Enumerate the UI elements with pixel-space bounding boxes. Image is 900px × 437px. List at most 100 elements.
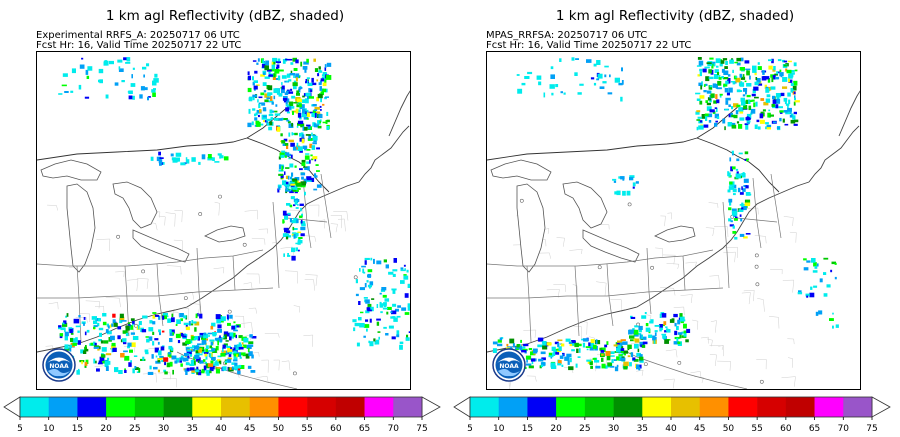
echo-cell (302, 108, 306, 114)
echo-cell (316, 79, 319, 82)
colorbar-swatch (335, 397, 365, 417)
echo-cell (262, 107, 267, 112)
echo-cell (274, 117, 279, 121)
echo-cell (174, 157, 180, 162)
echo-cell (369, 286, 371, 289)
echo-cell (183, 333, 186, 336)
echo-cell (209, 353, 212, 359)
echo-cell (564, 356, 570, 361)
city-marker (141, 269, 146, 274)
echo-cell (696, 119, 701, 121)
echo-cell (268, 100, 274, 103)
echo-cell (207, 157, 213, 161)
echo-cell (295, 59, 299, 64)
echo-cell (284, 171, 286, 175)
echo-cell (217, 338, 223, 342)
echo-cell (293, 68, 298, 71)
echo-cell (219, 335, 221, 339)
echo-cell (294, 165, 297, 168)
echo-cell (291, 255, 296, 261)
echo-cell (741, 186, 743, 190)
echo-cell (696, 65, 702, 67)
echo-cell (595, 340, 601, 345)
echo-cell (378, 336, 380, 340)
echo-cell (405, 337, 410, 341)
echo-cell (714, 122, 718, 127)
echo-cell (648, 334, 653, 338)
echo-cell (232, 348, 238, 352)
echo-cell (739, 233, 745, 237)
echo-cell (287, 187, 290, 189)
echo-cell (150, 156, 154, 161)
echo-cell (169, 329, 172, 333)
echo-cell (714, 113, 719, 119)
echo-cell (207, 332, 213, 335)
echo-cell (759, 113, 764, 119)
echo-cell (107, 325, 110, 329)
echo-cell (300, 185, 306, 188)
panel-mpas-rrfsa: 1 km agl Reflectivity (dBZ, shaded) MPAS… (450, 0, 900, 437)
echo-cell (252, 94, 257, 98)
colorbar-swatch (498, 397, 528, 417)
echo-cell (732, 188, 737, 193)
echo-cell (299, 215, 303, 219)
echo-cell (258, 96, 263, 99)
echo-cell (273, 88, 279, 94)
county-line (783, 216, 794, 227)
colorbar-tick-label: 60 (780, 424, 792, 434)
echo-cell (818, 310, 823, 315)
echo-cell (363, 324, 370, 328)
echo-cell (305, 134, 311, 136)
echo-cell (287, 212, 291, 215)
echo-cell (575, 58, 579, 60)
lake-outline (112, 181, 158, 229)
echo-cell (709, 99, 712, 103)
echo-cell (392, 273, 396, 277)
echo-cell (161, 330, 165, 333)
echo-cell (793, 91, 796, 95)
echo-cell (284, 92, 289, 96)
echo-cell (125, 325, 130, 331)
echo-cell (540, 364, 544, 368)
echo-cell (612, 178, 617, 181)
echo-cell (384, 303, 387, 308)
echo-cell (299, 168, 303, 171)
echo-cell (740, 57, 744, 62)
echo-cell (61, 84, 67, 87)
echo-cell (207, 154, 212, 159)
echo-cell (497, 343, 503, 347)
echo-cell (287, 175, 290, 180)
state-border (626, 351, 748, 389)
echo-cell (742, 188, 746, 192)
country-border (246, 137, 330, 193)
echo-cell (314, 173, 317, 178)
echo-cell (98, 318, 101, 322)
echo-cell (525, 355, 532, 360)
echo-cell (520, 339, 522, 343)
county-line (105, 296, 121, 308)
echo-cell (81, 321, 86, 324)
echo-cell (698, 82, 702, 86)
echo-cell (629, 335, 635, 339)
echo-cell (245, 353, 250, 359)
echo-cell (390, 311, 393, 314)
echo-cell (185, 347, 190, 351)
echo-cell (813, 285, 818, 288)
echo-cell (571, 349, 575, 352)
echo-cell (359, 287, 365, 291)
echo-cell (310, 177, 315, 182)
echo-cell (282, 210, 287, 216)
echo-cell (393, 258, 397, 263)
echo-cell (239, 356, 242, 359)
echo-cell (164, 360, 166, 366)
echo-cell (197, 343, 202, 346)
county-line (85, 300, 100, 309)
colorbar-tick-label: 50 (723, 424, 735, 434)
echo-cell (746, 159, 749, 162)
echo-cell (708, 120, 712, 123)
echo-cell (316, 170, 320, 172)
echo-cell (209, 339, 215, 342)
echo-cell (641, 336, 647, 340)
echo-cell (629, 362, 632, 367)
city-marker (519, 198, 524, 203)
